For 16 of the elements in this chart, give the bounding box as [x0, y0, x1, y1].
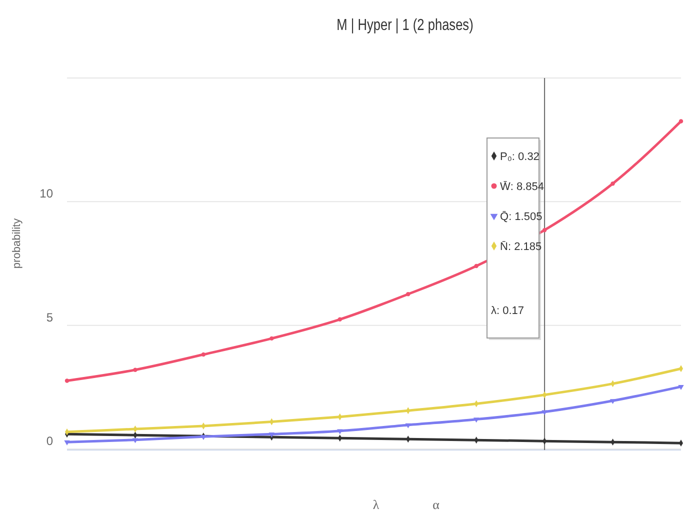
legend-label: P₀ — [500, 151, 512, 163]
text: α — [432, 497, 440, 512]
y-tick-label: 5 — [46, 310, 54, 324]
annotation: : 0.32 — [512, 151, 540, 163]
annotation: : 2.185 — [508, 241, 542, 253]
y-tick-label: 0 — [46, 434, 54, 448]
chart-title: M | Hyper | 1 (2 phases) — [336, 16, 474, 34]
y-axis-title: probability — [11, 218, 23, 269]
legend-label: N̄ — [500, 241, 508, 253]
annotation: λ: 0.17 — [491, 305, 524, 317]
annotation: : 1.505 — [508, 211, 542, 223]
legend-label: Q̄ — [500, 211, 509, 223]
legend-label: W̄ — [500, 181, 510, 193]
y-tick-label: 10 — [40, 186, 54, 201]
x-axis-title: λ — [372, 497, 380, 512]
annotation: : 8.854 — [510, 181, 544, 193]
